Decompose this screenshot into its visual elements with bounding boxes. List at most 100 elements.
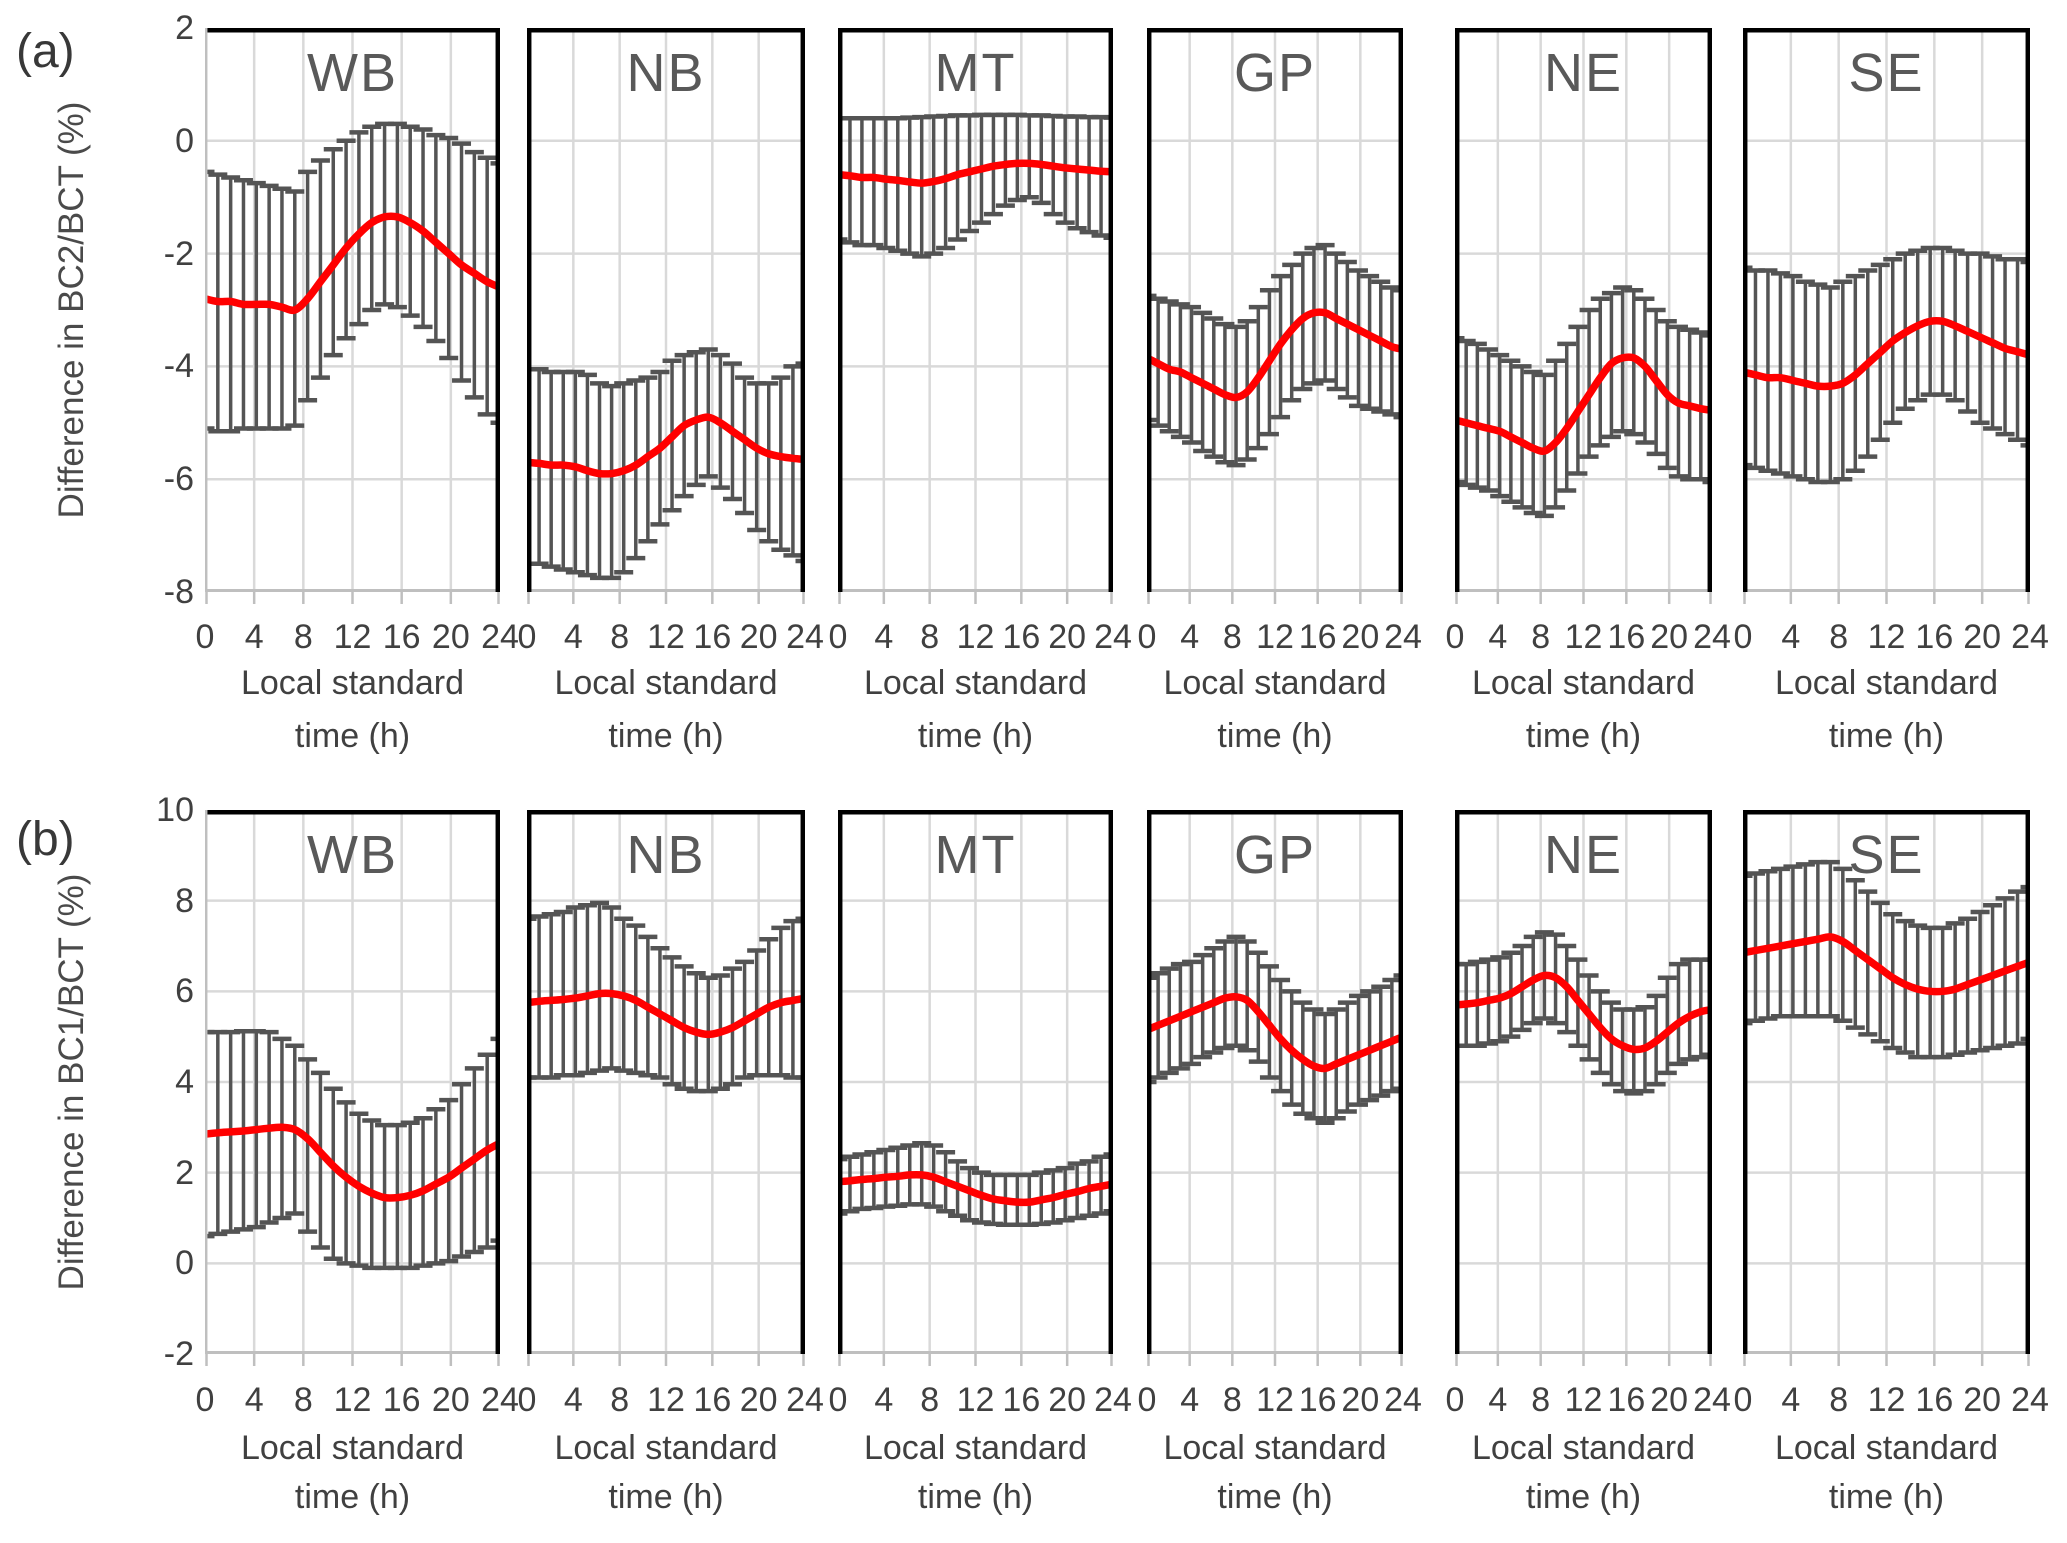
x-tick-label: 8 — [1531, 1381, 1551, 1419]
x-tick-label: 0 — [517, 618, 537, 656]
x-axis-title-line2: time (h) — [917, 717, 1034, 755]
x-tick-label: 0 — [1733, 1381, 1753, 1419]
panel-title-NE: NE — [1543, 43, 1623, 103]
x-tick-label: 20 — [1341, 618, 1380, 656]
x-axis-title-line2: time (h) — [1217, 1478, 1333, 1516]
x-axis-title-line2: time (h) — [1828, 717, 1945, 755]
x-tick-label: 4 — [563, 1381, 583, 1419]
x-tick-label: 8 — [920, 618, 940, 656]
x-tick-label: 16 — [1607, 618, 1646, 656]
mean-line — [527, 413, 805, 478]
x-tick-label: 12 — [956, 618, 995, 656]
row-b-tag: (b) — [16, 813, 75, 866]
y-tick-label: 8 — [175, 881, 194, 920]
x-tick-label: 16 — [693, 1381, 732, 1419]
x-tick-label: 12 — [956, 1381, 995, 1419]
x-tick-label: 4 — [874, 1381, 894, 1419]
x-tick-label: 4 — [1180, 618, 1200, 656]
x-tick-label: 0 — [828, 618, 848, 656]
plot-area-a-NE — [1455, 28, 1712, 604]
x-tick-label: 12 — [647, 618, 685, 656]
panel-title-SE: SE — [1848, 43, 1925, 103]
x-tick-label: 20 — [739, 618, 778, 656]
x-tick-label: 0 — [1445, 1381, 1465, 1419]
x-axis-title-line2: time (h) — [294, 717, 411, 755]
mean-line — [1147, 992, 1403, 1073]
x-tick-label: 24 — [481, 1381, 519, 1419]
y-axis-title-b: Difference in BC1/BCT (%) — [52, 873, 91, 1291]
plot-area-a-SE — [1743, 28, 2030, 604]
mean-line — [205, 1123, 500, 1202]
panel-title-GP: GP — [1233, 825, 1317, 885]
x-tick-label: 12 — [1256, 618, 1294, 656]
x-tick-label: 24 — [1384, 1381, 1422, 1419]
mean-line — [1455, 971, 1712, 1054]
y-tick-label: 0 — [175, 121, 194, 160]
x-tick-label: 16 — [1607, 1381, 1646, 1419]
mean-line — [838, 1170, 1113, 1207]
plot-area-a-MT — [838, 28, 1113, 604]
x-tick-label: 24 — [1094, 1381, 1132, 1419]
panel-title-GP: GP — [1233, 43, 1317, 103]
x-tick-label: 4 — [874, 618, 894, 656]
x-tick-label: 20 — [431, 618, 470, 656]
x-tick-label: 12 — [333, 1381, 372, 1419]
plot-area-b-GP — [1147, 810, 1403, 1366]
x-tick-label: 8 — [1829, 618, 1849, 656]
x-tick-label: 4 — [1781, 618, 1801, 656]
x-tick-label: 4 — [1488, 1381, 1508, 1419]
y-tick-label: -2 — [163, 1335, 194, 1373]
x-tick-label: 4 — [244, 618, 264, 656]
y-tick-label: -8 — [163, 573, 194, 611]
x-axis-title-line2: time (h) — [1828, 1478, 1945, 1516]
plot-area-b-NB — [527, 810, 805, 1366]
x-axis-title-line1: Local standard — [1163, 1429, 1387, 1467]
x-tick-label: 0 — [195, 1381, 215, 1419]
x-tick-label: 16 — [382, 618, 421, 656]
x-tick-label: 8 — [293, 1381, 313, 1419]
x-axis-title-line2: time (h) — [1217, 717, 1333, 755]
x-tick-label: 0 — [195, 618, 215, 656]
plot-area-a-GP — [1147, 28, 1403, 604]
x-tick-label: 16 — [1915, 618, 1954, 656]
panel-title-NB: NB — [626, 43, 706, 103]
y-tick-label: 2 — [175, 1153, 194, 1192]
x-tick-label: 0 — [517, 1381, 537, 1419]
error-bars — [1455, 285, 1712, 519]
x-tick-label: 24 — [2011, 1381, 2049, 1419]
x-tick-label: 4 — [563, 618, 583, 656]
x-tick-label: 8 — [293, 618, 313, 656]
x-tick-label: 0 — [1445, 618, 1465, 656]
x-tick-label: 12 — [1867, 618, 1906, 656]
panel-title-MT: MT — [934, 825, 1017, 885]
x-axis-title-line1: Local standard — [863, 1429, 1088, 1467]
x-tick-label: 12 — [1564, 1381, 1603, 1419]
x-tick-label: 20 — [739, 1381, 778, 1419]
panel-title-SE: SE — [1848, 825, 1925, 885]
y-tick-label: 10 — [156, 791, 194, 829]
x-tick-label: 16 — [1915, 1381, 1954, 1419]
mean-line — [1743, 933, 2030, 996]
panel-title-WB: WB — [307, 43, 398, 103]
x-tick-label: 8 — [920, 1381, 940, 1419]
x-tick-label: 16 — [693, 618, 732, 656]
x-tick-label: 20 — [1650, 618, 1689, 656]
x-tick-label: 12 — [647, 1381, 685, 1419]
x-tick-label: 16 — [1002, 618, 1041, 656]
x-tick-label: 24 — [1693, 1381, 1731, 1419]
x-axis-title-line1: Local standard — [554, 1429, 778, 1467]
x-tick-label: 16 — [1002, 1381, 1041, 1419]
x-tick-label: 0 — [828, 1381, 848, 1419]
y-tick-label: 2 — [175, 9, 194, 47]
plot-area-a-NB — [527, 28, 805, 604]
x-axis-title-line1: Local standard — [240, 1429, 465, 1467]
x-axis-title-line1: Local standard — [1471, 1429, 1696, 1467]
x-axis-title-line2: time (h) — [1525, 1478, 1642, 1516]
mean-line — [1743, 316, 2030, 391]
x-tick-label: 0 — [1137, 618, 1157, 656]
panel-title-WB: WB — [307, 825, 398, 885]
x-tick-label: 24 — [2011, 618, 2049, 656]
y-axis-title-a: Difference in BC2/BCT (%) — [52, 101, 91, 519]
panel-title-MT: MT — [934, 43, 1017, 103]
